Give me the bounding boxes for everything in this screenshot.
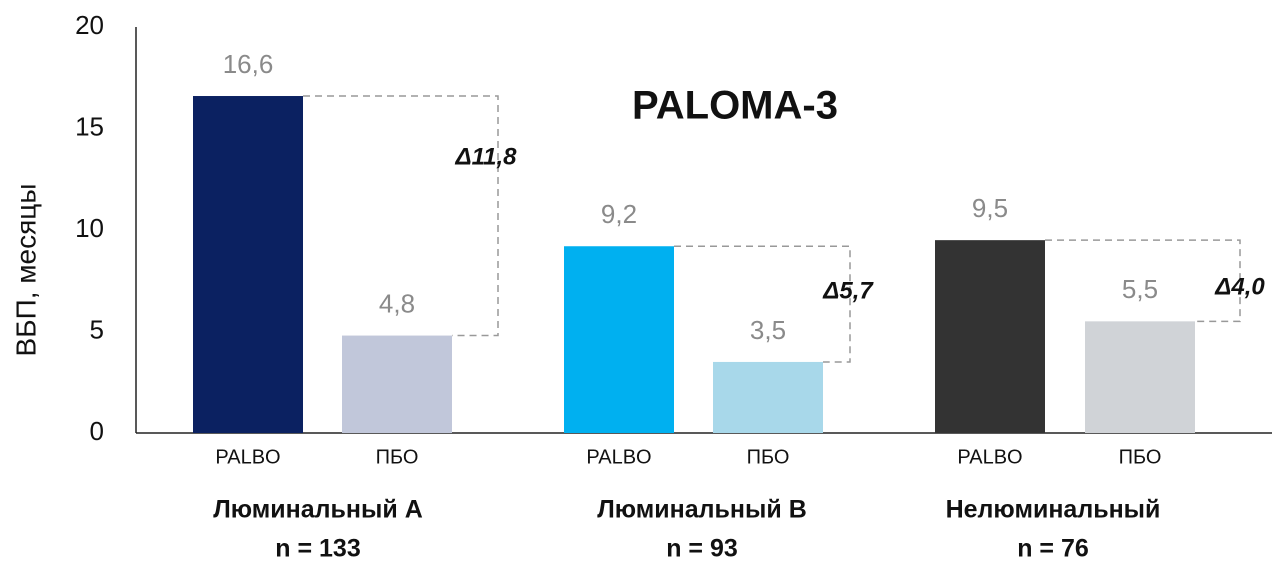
group-n: n = 93 (666, 535, 738, 563)
delta-bracket (674, 245, 851, 363)
bar (1085, 321, 1195, 433)
delta-bracket (1045, 239, 1241, 323)
chart-title: PALOMA-3 (632, 84, 838, 128)
value-label: 9,2 (601, 199, 637, 229)
x-tick-label: PALBO (586, 446, 651, 468)
value-label: 4,8 (379, 288, 415, 318)
bar (713, 361, 823, 433)
x-tick-label: ПБО (747, 446, 790, 468)
bar (342, 335, 452, 433)
value-label: 3,5 (750, 315, 786, 345)
value-label: 5,5 (1122, 274, 1158, 304)
x-tick-label: PALBO (215, 446, 280, 468)
y-tick-label: 20 (75, 10, 104, 40)
delta-label: Δ11,8 (454, 143, 517, 170)
x-tick-label: ПБО (1119, 446, 1162, 468)
y-tick-label: 10 (75, 213, 104, 243)
y-tick-label: 0 (90, 416, 104, 446)
group-n: n = 76 (1017, 535, 1089, 563)
y-tick-label: 5 (90, 314, 104, 344)
group-label: Люминальный B (597, 496, 807, 524)
value-label: 9,5 (972, 193, 1008, 223)
delta-label: Δ5,7 (822, 277, 874, 304)
group-n: n = 133 (275, 535, 360, 563)
value-label: 16,6 (223, 49, 274, 79)
y-tick-label: 15 (75, 111, 104, 141)
delta-label: Δ4,0 (1214, 273, 1265, 300)
bar (564, 246, 674, 433)
x-tick-label: PALBO (957, 446, 1022, 468)
bar (935, 240, 1045, 433)
y-axis-label: ВБП, месяцы (10, 184, 41, 357)
group-label: Нелюминальный (946, 496, 1161, 524)
bar (193, 96, 303, 434)
delta-bracket (303, 95, 499, 337)
x-tick-label: ПБО (376, 446, 419, 468)
group-label: Люминальный A (213, 496, 423, 524)
